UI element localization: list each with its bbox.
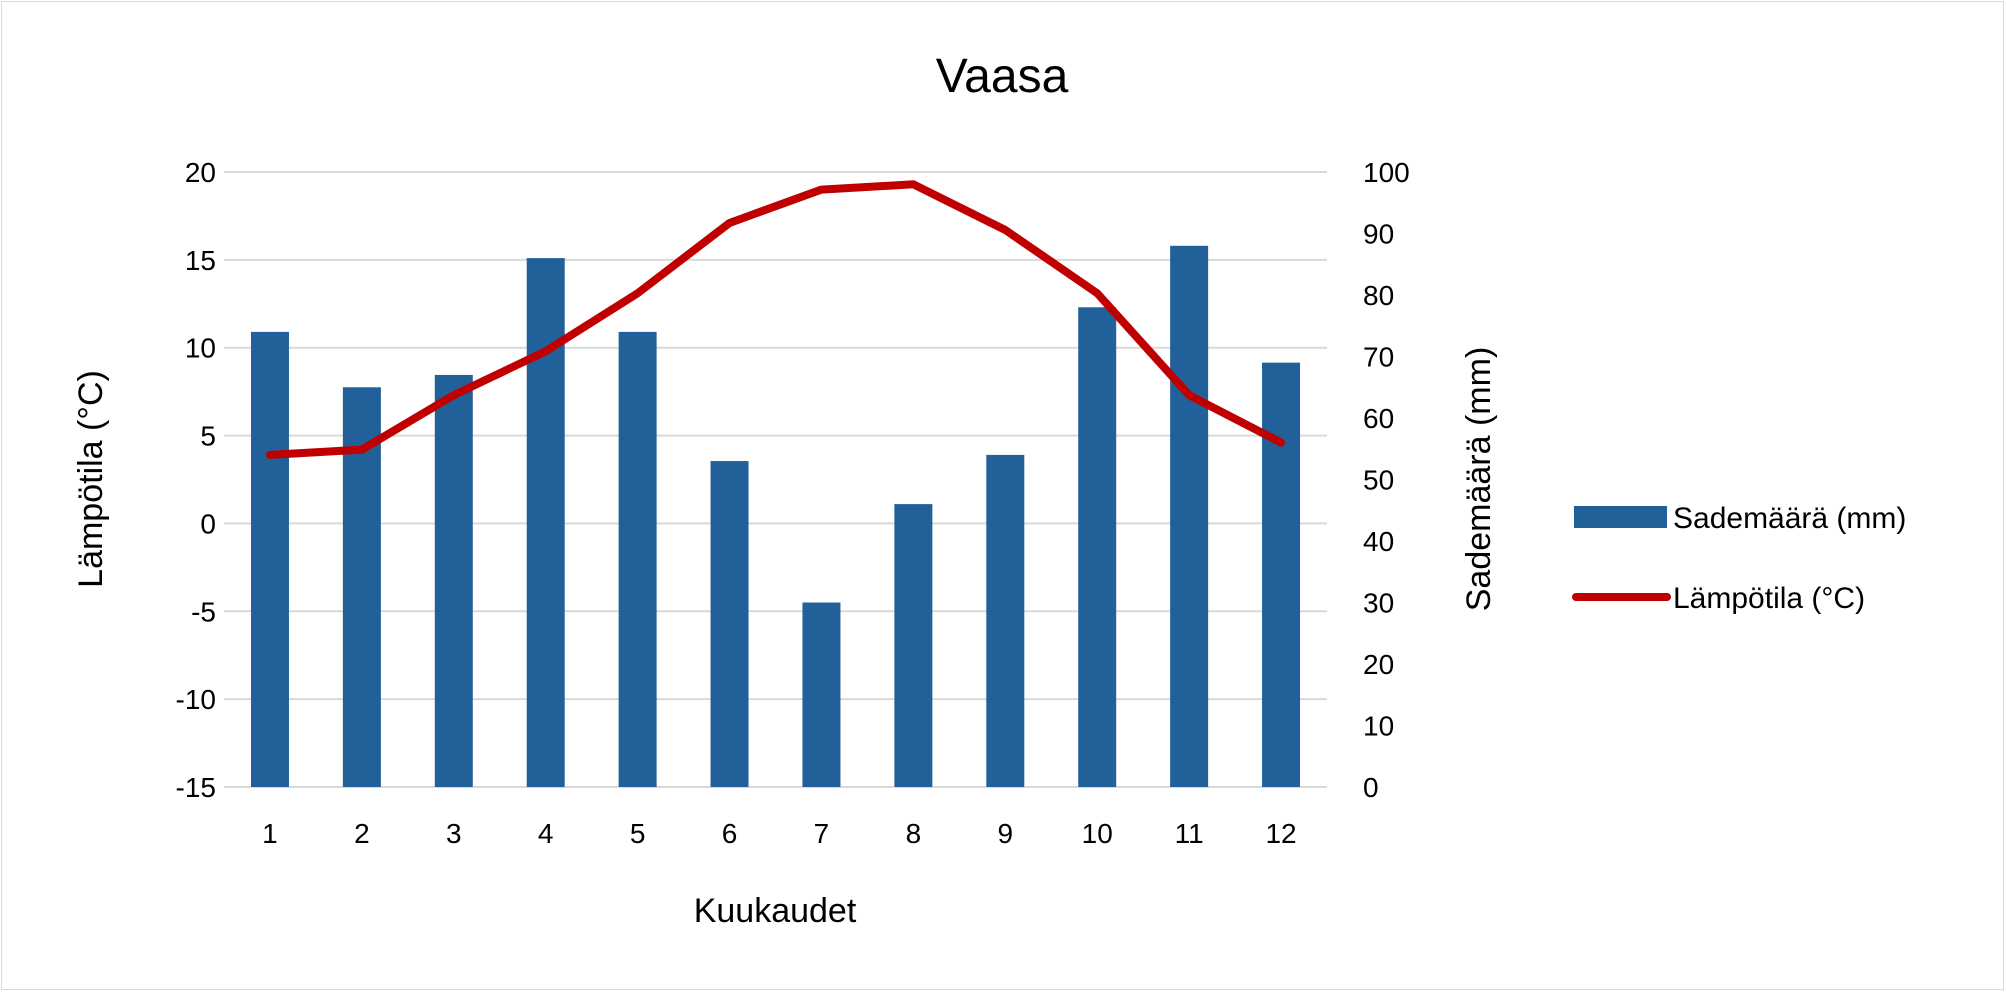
x-tick-label: 2 [354, 818, 370, 849]
left-tick-label: -5 [191, 596, 216, 627]
right-tick-label: 20 [1363, 649, 1394, 680]
left-axis-label: Lämpötila (°C) [72, 370, 110, 588]
x-tick-label: 8 [906, 818, 922, 849]
right-tick-label: 0 [1363, 772, 1379, 803]
bar-precipitation [1170, 245, 1209, 788]
x-tick-label: 9 [998, 818, 1014, 849]
left-tick-label: -10 [176, 684, 216, 715]
right-tick-label: 80 [1363, 280, 1394, 311]
bar-precipitation [802, 602, 841, 787]
legend-label-precipitation: Sademäärä (mm) [1673, 502, 1906, 535]
legend-label-temperature: Lämpötila (°C) [1673, 582, 1865, 615]
x-tick-label: 10 [1082, 818, 1113, 849]
x-tick-label: 1 [262, 818, 278, 849]
line-temperature [265, 180, 1286, 459]
x-tick-label: 6 [722, 818, 738, 849]
right-tick-label: 40 [1363, 526, 1394, 557]
right-tick-label: 30 [1363, 588, 1394, 619]
left-tick-label: 10 [185, 333, 216, 364]
x-axis-label: Kuukaudet [694, 892, 857, 930]
bar-precipitation [1262, 362, 1301, 787]
left-tick-label: 5 [200, 421, 216, 452]
bar-precipitation [1078, 307, 1117, 787]
left-tick-label: -15 [176, 772, 216, 803]
right-axis-label: Sademäärä (mm) [1460, 347, 1498, 612]
bar-precipitation [986, 454, 1025, 787]
x-tick-label: 5 [630, 818, 646, 849]
bar-precipitation [894, 504, 933, 787]
right-tick-label: 70 [1363, 342, 1394, 373]
right-tick-label: 10 [1363, 711, 1394, 742]
left-tick-label: 0 [200, 508, 216, 539]
x-tick-label: 11 [1175, 818, 1204, 849]
bar-precipitation [434, 374, 473, 787]
bar-precipitation [250, 331, 289, 787]
left-tick-label: 15 [185, 245, 216, 276]
legend: Sademäärä (mm) Lämpötila (°C) [1572, 502, 1906, 615]
bar-precipitation [618, 331, 657, 787]
right-tick-label: 50 [1363, 465, 1394, 496]
left-tick-label: 20 [185, 157, 216, 188]
x-tick-label: 4 [538, 818, 554, 849]
right-tick-label: 100 [1363, 157, 1410, 188]
x-tick-label: 12 [1265, 818, 1296, 849]
bar-precipitation [710, 461, 749, 787]
bar-precipitation [526, 258, 565, 788]
x-tick-label: 7 [814, 818, 830, 849]
legend-swatch-precipitation [1574, 506, 1667, 528]
right-tick-label: 60 [1363, 403, 1394, 434]
x-tick-label: 3 [446, 818, 462, 849]
chart-title: Vaasa [936, 50, 1069, 103]
right-tick-label: 90 [1363, 219, 1394, 250]
